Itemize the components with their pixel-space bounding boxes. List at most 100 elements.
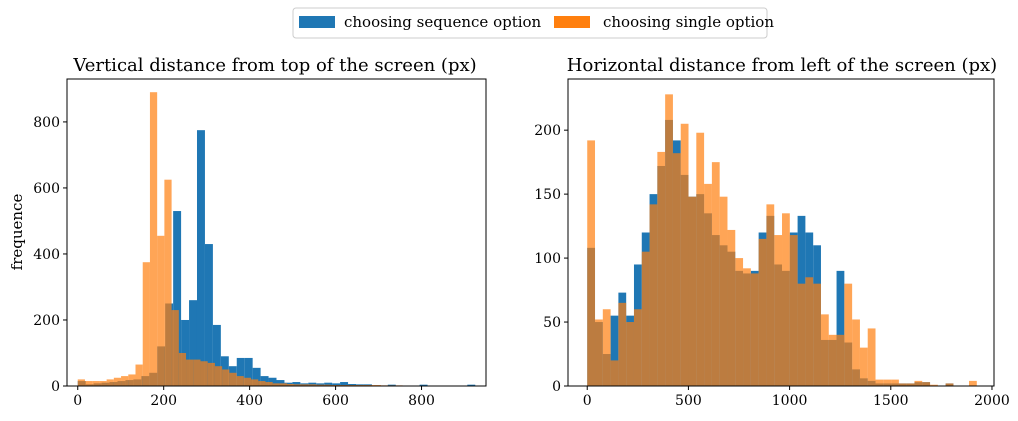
single-bar xyxy=(813,283,821,386)
single-bar xyxy=(844,283,853,386)
single-bar xyxy=(945,383,954,386)
single-bar xyxy=(265,382,273,386)
chart-title: Horizontal distance from left of the scr… xyxy=(567,55,997,76)
single-bar xyxy=(77,379,85,386)
single-bar xyxy=(294,384,302,386)
single-bar xyxy=(587,140,596,386)
sequence-bar xyxy=(610,315,619,386)
single-bar xyxy=(750,273,759,386)
single-bar xyxy=(287,384,295,386)
single-bar xyxy=(797,283,806,386)
y-tick-label: 0 xyxy=(552,379,561,395)
y-tick-label: 400 xyxy=(33,247,60,263)
single-bar xyxy=(106,379,114,386)
single-bar xyxy=(774,235,783,386)
sequence-bar xyxy=(236,357,245,386)
single-bar xyxy=(891,379,899,386)
legend-label-single: choosing single option xyxy=(603,13,774,31)
x-tick-label: 800 xyxy=(408,393,435,409)
single-bar xyxy=(828,334,837,386)
x-tick-label: 1000 xyxy=(772,393,808,409)
sequence-bar xyxy=(324,382,333,386)
single-bar xyxy=(704,183,712,386)
single-bar xyxy=(128,374,136,386)
single-bar xyxy=(859,347,868,386)
single-bar xyxy=(633,309,642,386)
sequence-bar xyxy=(332,383,341,386)
single-bar xyxy=(906,383,915,386)
axis-ticks: 0 500 1000 1500 2000 0 50 100 150 200 xyxy=(534,123,1010,409)
single-bar xyxy=(315,384,324,386)
single-bar xyxy=(914,380,923,386)
x-tick-label: 1500 xyxy=(873,393,909,409)
single-bar xyxy=(641,251,650,386)
x-tick-label: 600 xyxy=(322,393,349,409)
plot-frame xyxy=(66,78,487,387)
single-bar xyxy=(157,235,165,386)
single-bar xyxy=(84,381,93,386)
single-bar xyxy=(121,376,129,386)
single-bar xyxy=(92,381,100,386)
single-bar xyxy=(222,369,230,386)
single-bar xyxy=(805,277,814,386)
single-bar xyxy=(735,258,744,386)
single-bar xyxy=(618,302,627,386)
single-bar xyxy=(279,383,288,386)
single-bar xyxy=(727,229,736,386)
single-bar xyxy=(672,153,681,386)
y-tick-label: 600 xyxy=(33,181,60,197)
single-bar xyxy=(164,179,172,386)
single-bar xyxy=(301,384,309,386)
single-bar xyxy=(171,310,179,386)
y-tick-label: 200 xyxy=(534,123,561,139)
single-bar xyxy=(649,204,658,386)
single-bar xyxy=(680,123,689,386)
single-bar xyxy=(782,213,790,386)
sequence-bar xyxy=(252,367,261,386)
single-bar xyxy=(758,238,767,386)
bars xyxy=(587,94,977,386)
legend: choosing sequence option choosing single… xyxy=(292,7,774,39)
y-tick-label: 800 xyxy=(33,115,60,131)
x-tick-label: 500 xyxy=(675,393,702,409)
horizontal-distance-histogram: Horizontal distance from left of the scr… xyxy=(534,55,1010,409)
single-bar xyxy=(207,362,215,386)
x-tick-label: 400 xyxy=(236,393,263,409)
y-tick-label: 100 xyxy=(534,251,561,267)
single-bar xyxy=(626,322,634,386)
single-bar xyxy=(186,359,194,386)
legend-label-sequence: choosing sequence option xyxy=(344,13,542,31)
single-bar xyxy=(610,360,619,386)
legend-swatch-single xyxy=(554,16,590,28)
single-bar xyxy=(665,94,673,386)
chart-title: Vertical distance from top of the screen… xyxy=(72,55,476,76)
single-bar xyxy=(178,352,187,386)
sequence-bar xyxy=(244,357,253,386)
single-bar xyxy=(688,196,697,386)
y-tick-label: 0 xyxy=(51,379,60,395)
sequence-bar xyxy=(173,211,182,386)
legend-swatch-sequence xyxy=(299,16,335,28)
sequence-bar xyxy=(340,382,349,386)
single-bar xyxy=(308,384,316,386)
single-bar xyxy=(719,196,728,386)
single-bar xyxy=(711,162,720,386)
single-bar xyxy=(875,379,884,386)
single-bar xyxy=(149,92,158,387)
bars xyxy=(77,92,476,387)
single-bar xyxy=(930,384,938,386)
x-tick-label: 0 xyxy=(583,393,592,409)
single-bar xyxy=(922,382,931,386)
sequence-bar xyxy=(212,324,221,386)
single-bar xyxy=(258,381,266,386)
sequence-bar xyxy=(204,244,213,386)
single-bar xyxy=(200,361,208,386)
single-bar xyxy=(193,359,201,386)
single-bar xyxy=(852,319,860,386)
sequence-bar xyxy=(189,300,197,386)
single-bar xyxy=(898,383,907,386)
single-bar xyxy=(883,379,892,386)
sequence-bar xyxy=(467,384,476,386)
single-bar xyxy=(602,309,611,386)
single-bar xyxy=(696,132,705,386)
